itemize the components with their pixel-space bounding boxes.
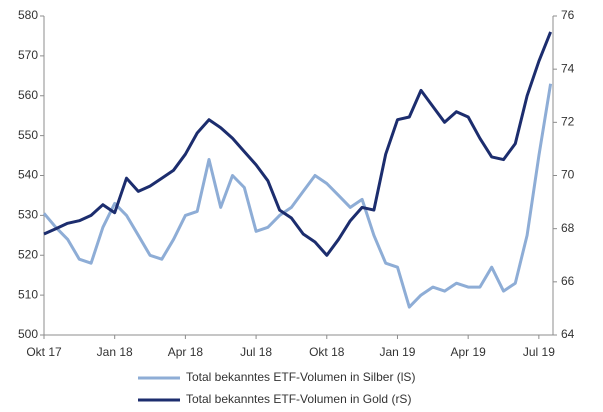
y-tick-label: 530 — [18, 208, 38, 222]
y-tick-label: 580 — [18, 8, 38, 22]
y2-tick-label: 64 — [561, 327, 575, 341]
series-line — [43, 31, 552, 257]
x-tick-label: Apr 18 — [168, 345, 204, 359]
y2-tick-label: 74 — [561, 61, 575, 75]
y-tick-label: 570 — [18, 48, 38, 62]
x-tick-label: Okt 18 — [309, 345, 345, 359]
y-tick-label: 540 — [18, 168, 38, 182]
y2-tick-label: 76 — [561, 8, 575, 22]
x-tick-label: Jan 19 — [379, 345, 415, 359]
x-tick-label: Okt 17 — [26, 345, 62, 359]
x-tick-label: Jan 18 — [97, 345, 133, 359]
legend-label: Total bekanntes ETF-Volumen in Silber (l… — [186, 370, 415, 384]
y-tick-label: 500 — [18, 327, 38, 341]
y-tick-label: 550 — [18, 128, 38, 142]
y-tick-label: 520 — [18, 247, 38, 261]
y2-tick-label: 68 — [561, 221, 575, 235]
y-tick-label: 510 — [18, 287, 38, 301]
y2-tick-label: 72 — [561, 115, 575, 129]
y-tick-label: 560 — [18, 88, 38, 102]
y2-tick-label: 70 — [561, 168, 575, 182]
x-tick-label: Jul 18 — [240, 345, 272, 359]
x-tick-label: Jul 19 — [523, 345, 555, 359]
series-line — [42, 83, 553, 309]
legend-label: Total bekanntes ETF-Volumen in Gold (rS) — [186, 392, 411, 406]
x-tick-label: Apr 19 — [450, 345, 486, 359]
y2-tick-label: 66 — [561, 274, 575, 288]
